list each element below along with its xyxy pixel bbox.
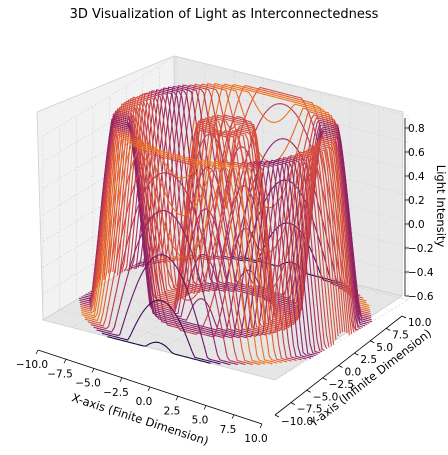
x-tick-label: 0.0 — [136, 396, 153, 408]
z-tick-label: 0.0 — [408, 219, 425, 231]
surface-line — [84, 145, 266, 365]
x-tick-labels: −10.0−7.5−5.0−2.5 0.0 2.5 5.0 7.5 10.0 — [16, 359, 268, 445]
surface-line — [78, 122, 312, 359]
x-tick-mark — [147, 386, 151, 392]
surface-line — [80, 135, 283, 363]
y-tick-mark — [385, 328, 391, 331]
y-tick-label: 5.0 — [376, 342, 393, 354]
surface-line — [79, 124, 307, 360]
x-tick-mark — [91, 368, 95, 373]
z-tick-labels: −0.6 −0.4 −0.2 0.0 0.2 0.4 0.6 0.8 — [408, 123, 434, 303]
x-tick-mark — [35, 349, 39, 355]
grid-line-x — [42, 56, 177, 321]
grid-line-x — [245, 108, 380, 373]
x-tick-mark — [259, 423, 263, 429]
y-tick-mark — [354, 352, 359, 356]
x-tick-label: 7.5 — [220, 424, 237, 436]
surface-line — [87, 153, 253, 366]
y-tick-label: −7.5 — [297, 404, 323, 416]
z-axis-label: Light Intensity — [434, 165, 448, 248]
surface-line — [178, 83, 370, 307]
surface-line — [212, 138, 358, 294]
surface-line — [90, 172, 246, 366]
surface-line — [114, 96, 348, 334]
y-tick-mark — [338, 365, 343, 368]
surface-line — [90, 113, 323, 353]
surface-line — [93, 209, 239, 366]
y-tick-label: 10.0 — [408, 317, 431, 329]
y-tick-label: −2.5 — [329, 379, 355, 391]
x-tick-mark — [119, 377, 123, 382]
surface-line — [103, 103, 337, 340]
surface-line — [85, 117, 318, 355]
x-tick-mark — [231, 414, 235, 419]
y-tick-mark — [274, 414, 280, 418]
surface-line — [81, 138, 278, 364]
surface-line — [154, 84, 372, 317]
y-tick-mark — [401, 315, 407, 319]
y-tick-labels: −10.0−7.5−5.0−2.50.02.55.07.510.0 — [281, 317, 431, 428]
surface-line — [128, 90, 361, 330]
z-tick-label: −0.6 — [408, 291, 434, 303]
surface-line — [123, 92, 357, 332]
y-tick-mark — [306, 389, 311, 393]
x-tick-label: −2.5 — [103, 387, 129, 399]
surface-line — [119, 94, 353, 334]
z-tick-label: −0.2 — [408, 243, 434, 255]
surface-line — [190, 84, 367, 302]
surface-line — [107, 336, 211, 364]
x-tick-label: −7.5 — [47, 368, 73, 380]
y-tick-label: −10.0 — [281, 416, 313, 428]
x-tick-label: −10.0 — [16, 359, 48, 371]
x-tick-label: 5.0 — [192, 415, 209, 427]
tick-marks — [35, 127, 409, 429]
surface-line — [137, 86, 370, 324]
surface-line — [79, 129, 297, 361]
grid-line-x — [216, 101, 351, 366]
surface-line — [80, 131, 292, 362]
surface-line — [84, 148, 261, 366]
surface-line — [83, 118, 316, 357]
y-tick-label: 0.0 — [345, 367, 362, 379]
surface-line — [96, 254, 231, 366]
grid-line-x — [71, 63, 206, 328]
z-tick-label: 0.8 — [408, 123, 425, 135]
z-tick-label: 0.4 — [408, 171, 425, 183]
grid-line-x — [158, 86, 293, 351]
surface-line — [116, 96, 350, 336]
surface-line — [87, 114, 321, 354]
surface-line — [101, 299, 221, 365]
y-tick-label: 7.5 — [392, 329, 409, 341]
y-tick-label: −5.0 — [313, 391, 339, 403]
x-tick-mark — [63, 359, 67, 364]
grid-line-x — [129, 78, 264, 343]
surface-line — [121, 93, 355, 333]
chart-title: 3D Visualization of Light as Interconnec… — [70, 7, 379, 22]
surface-line — [79, 126, 302, 361]
grid-line-x — [274, 116, 409, 381]
y-tick-label: 2.5 — [360, 354, 377, 366]
surface-line — [80, 133, 288, 363]
x-tick-label: 2.5 — [164, 405, 181, 417]
x-tick-mark — [175, 396, 179, 401]
y-tick-mark — [322, 377, 327, 381]
surface-line — [105, 102, 339, 337]
surface-line — [81, 141, 273, 365]
x-tick-label: 10.0 — [244, 433, 267, 445]
x-tick-label: −5.0 — [75, 378, 101, 390]
z-tick-label: 0.2 — [408, 195, 425, 207]
z-tick-label: −0.4 — [408, 267, 434, 279]
z-tick-label: 0.6 — [408, 147, 425, 159]
surface-contours — [78, 82, 373, 366]
y-tick-mark — [370, 340, 375, 344]
surface-line — [81, 120, 314, 358]
y-tick-mark — [290, 402, 296, 405]
surface-line — [135, 87, 368, 325]
x-tick-mark — [203, 405, 207, 410]
